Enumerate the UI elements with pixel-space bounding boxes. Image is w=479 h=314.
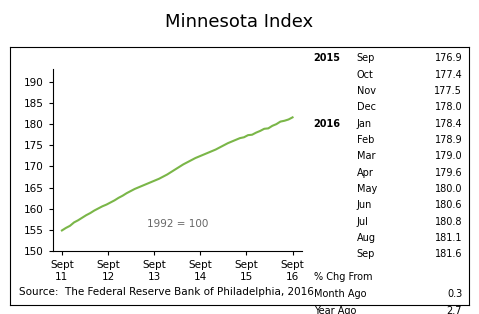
Text: Nov: Nov: [357, 86, 376, 96]
Text: 178.0: 178.0: [434, 102, 462, 112]
Text: 178.9: 178.9: [434, 135, 462, 145]
Text: 2016: 2016: [314, 119, 341, 129]
Text: Source:  The Federal Reserve Bank of Philadelphia, 2016: Source: The Federal Reserve Bank of Phil…: [19, 287, 314, 297]
Text: 181.6: 181.6: [435, 249, 462, 259]
Text: Oct: Oct: [357, 70, 374, 80]
Text: 177.4: 177.4: [434, 70, 462, 80]
Text: % Chg From: % Chg From: [314, 272, 372, 282]
Text: 180.0: 180.0: [435, 184, 462, 194]
Text: Month Ago: Month Ago: [314, 289, 366, 299]
Text: Year Ago: Year Ago: [314, 306, 356, 314]
Text: 1992 = 100: 1992 = 100: [147, 219, 208, 229]
Text: Jun: Jun: [357, 200, 372, 210]
Text: 181.1: 181.1: [435, 233, 462, 243]
Text: Sep: Sep: [357, 53, 375, 63]
Text: 180.6: 180.6: [435, 200, 462, 210]
Text: 0.3: 0.3: [447, 289, 462, 299]
Text: Mar: Mar: [357, 151, 376, 161]
Text: 178.4: 178.4: [434, 119, 462, 129]
Text: 179.0: 179.0: [434, 151, 462, 161]
Text: 177.5: 177.5: [434, 86, 462, 96]
Text: 2015: 2015: [314, 53, 341, 63]
Text: Sep: Sep: [357, 249, 375, 259]
Text: Apr: Apr: [357, 168, 374, 178]
Text: 2.7: 2.7: [447, 306, 462, 314]
Text: Jan: Jan: [357, 119, 372, 129]
Text: Minnesota Index: Minnesota Index: [165, 13, 314, 30]
Text: 180.8: 180.8: [435, 217, 462, 227]
Text: 179.6: 179.6: [434, 168, 462, 178]
Text: Feb: Feb: [357, 135, 374, 145]
Text: 176.9: 176.9: [434, 53, 462, 63]
Text: Aug: Aug: [357, 233, 376, 243]
Text: Jul: Jul: [357, 217, 369, 227]
Text: Dec: Dec: [357, 102, 376, 112]
Text: May: May: [357, 184, 377, 194]
